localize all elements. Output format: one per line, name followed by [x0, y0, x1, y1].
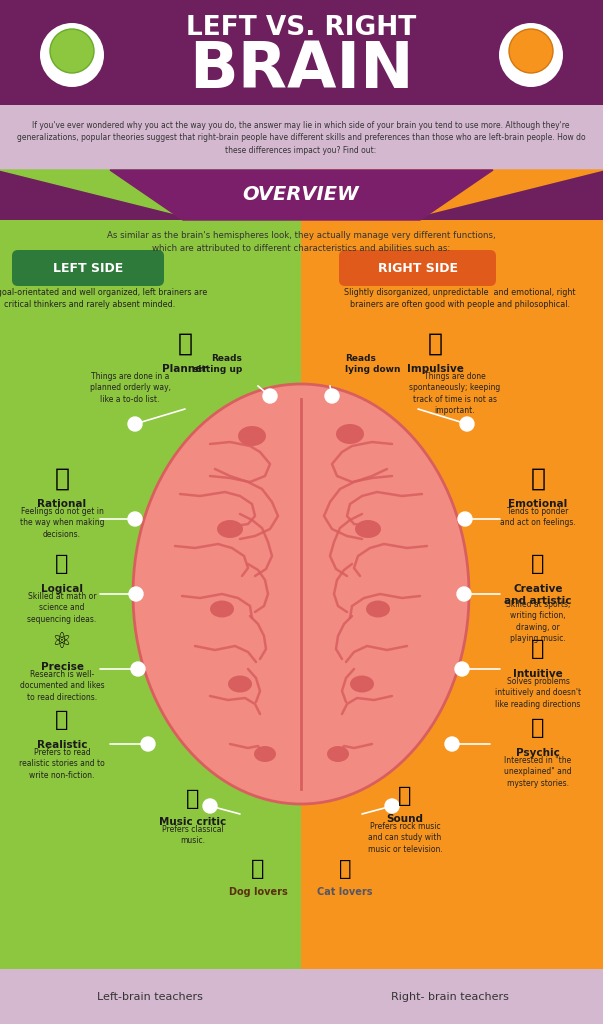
Text: Creative
and artistic: Creative and artistic	[504, 584, 572, 605]
Circle shape	[128, 417, 142, 431]
Circle shape	[40, 23, 104, 87]
Bar	[301, 220, 603, 969]
Text: 🧩: 🧩	[54, 467, 69, 490]
Text: Prefers rock music
and can study with
music or television.: Prefers rock music and can study with mu…	[368, 822, 443, 854]
Text: Right- brain teachers: Right- brain teachers	[391, 992, 509, 1002]
Text: Solves problems
intuitively and doesn't
like reading directions: Solves problems intuitively and doesn't …	[495, 677, 581, 709]
Text: Music critic: Music critic	[159, 817, 227, 827]
Circle shape	[509, 29, 553, 73]
Polygon shape	[110, 170, 493, 220]
Text: 📚: 📚	[55, 710, 69, 730]
Ellipse shape	[238, 426, 266, 446]
Ellipse shape	[210, 600, 234, 617]
FancyBboxPatch shape	[12, 250, 164, 286]
Text: ⏰: ⏰	[428, 332, 443, 356]
Text: 🔢: 🔢	[55, 554, 69, 574]
Text: Research is well-
documented and likes
to read directions.: Research is well- documented and likes t…	[20, 670, 104, 701]
Text: Prefers classical
music.: Prefers classical music.	[162, 825, 224, 846]
Ellipse shape	[133, 384, 469, 804]
Text: Skilled at sports,
writing fiction,
drawing, or
playing music.: Skilled at sports, writing fiction, draw…	[506, 600, 570, 643]
Bar	[0, 969, 603, 1024]
Text: Planner: Planner	[162, 364, 207, 374]
Ellipse shape	[355, 520, 381, 538]
Text: Left-brain teachers: Left-brain teachers	[97, 992, 203, 1002]
Text: Slightly disorganized, unpredictable  and emotional, right
brainers are often go: Slightly disorganized, unpredictable and…	[344, 288, 576, 309]
Text: 🎵: 🎵	[399, 786, 412, 806]
Text: Prefers to read
realistic stories and to
write non-fiction.: Prefers to read realistic stories and to…	[19, 748, 105, 780]
Text: Intuitive: Intuitive	[513, 669, 563, 679]
Bar	[0, 0, 603, 105]
Circle shape	[458, 512, 472, 526]
Ellipse shape	[254, 746, 276, 762]
Text: Tends to ponder
and act on feelings.: Tends to ponder and act on feelings.	[500, 507, 576, 527]
Circle shape	[128, 512, 142, 526]
Circle shape	[499, 23, 563, 87]
Ellipse shape	[366, 600, 390, 617]
Text: 🎨: 🎨	[531, 554, 545, 574]
FancyBboxPatch shape	[339, 250, 496, 286]
Text: 🎵: 🎵	[186, 790, 200, 809]
Text: Things are done
spontaneously; keeping
track of time is not as
important.: Things are done spontaneously; keeping t…	[409, 372, 500, 416]
Polygon shape	[301, 170, 603, 220]
Circle shape	[203, 799, 217, 813]
Ellipse shape	[350, 676, 374, 692]
Text: Things are done in a
planned orderly way,
like a to-do list.: Things are done in a planned orderly way…	[89, 372, 171, 403]
Text: BRAIN: BRAIN	[189, 39, 413, 101]
Text: 🔍: 🔍	[531, 639, 545, 659]
Circle shape	[131, 662, 145, 676]
Text: Reads
sitting up: Reads sitting up	[193, 354, 242, 374]
Circle shape	[263, 389, 277, 403]
Text: Psychic: Psychic	[516, 748, 560, 758]
Circle shape	[50, 29, 94, 73]
Text: Rational: Rational	[37, 499, 87, 509]
Text: 🐾: 🐾	[251, 859, 265, 879]
Circle shape	[457, 587, 471, 601]
Text: If you've ever wondered why you act the way you do, the answer may lie in which : If you've ever wondered why you act the …	[17, 121, 586, 155]
Circle shape	[445, 737, 459, 751]
Text: Emotional: Emotional	[508, 499, 567, 509]
Circle shape	[460, 417, 474, 431]
Text: Sound: Sound	[387, 814, 423, 824]
Text: 💬: 💬	[531, 467, 546, 490]
Bar	[0, 105, 603, 170]
Circle shape	[385, 799, 399, 813]
Text: RIGHT SIDE: RIGHT SIDE	[378, 261, 458, 274]
Text: LEFT SIDE: LEFT SIDE	[53, 261, 123, 274]
Ellipse shape	[228, 676, 252, 692]
Bar	[0, 220, 301, 969]
Text: Realistic: Realistic	[37, 740, 87, 750]
Text: Precise: Precise	[40, 662, 83, 672]
Circle shape	[141, 737, 155, 751]
Ellipse shape	[217, 520, 243, 538]
Text: Reads
lying down: Reads lying down	[345, 354, 400, 374]
Text: OVERVIEW: OVERVIEW	[242, 185, 359, 205]
Text: Dog lovers: Dog lovers	[229, 887, 288, 897]
Ellipse shape	[336, 424, 364, 444]
Text: Often goal-orientated and well organized, left brainers are
critical thinkers an: Often goal-orientated and well organized…	[0, 288, 207, 309]
Text: Interested in "the
unexplained" and
mystery stories.: Interested in "the unexplained" and myst…	[504, 756, 572, 787]
Text: 🐾: 🐾	[339, 859, 352, 879]
Text: 📋: 📋	[177, 332, 192, 356]
Text: Skilled at math or
science and
sequencing ideas.: Skilled at math or science and sequencin…	[27, 592, 96, 624]
Text: Logical: Logical	[41, 584, 83, 594]
Ellipse shape	[327, 746, 349, 762]
Text: Cat lovers: Cat lovers	[317, 887, 373, 897]
Text: ⚛️: ⚛️	[52, 632, 72, 652]
Text: Feelings do not get in
the way when making
decisions.: Feelings do not get in the way when maki…	[20, 507, 104, 539]
Text: Impulsive: Impulsive	[406, 364, 464, 374]
Circle shape	[325, 389, 339, 403]
Text: LEFT VS. RIGHT: LEFT VS. RIGHT	[186, 15, 416, 41]
Text: 👁️: 👁️	[531, 718, 545, 738]
Text: As similar as the brain's hemispheres look, they actually manage very different : As similar as the brain's hemispheres lo…	[107, 231, 495, 253]
Circle shape	[455, 662, 469, 676]
Polygon shape	[0, 170, 301, 220]
Circle shape	[129, 587, 143, 601]
